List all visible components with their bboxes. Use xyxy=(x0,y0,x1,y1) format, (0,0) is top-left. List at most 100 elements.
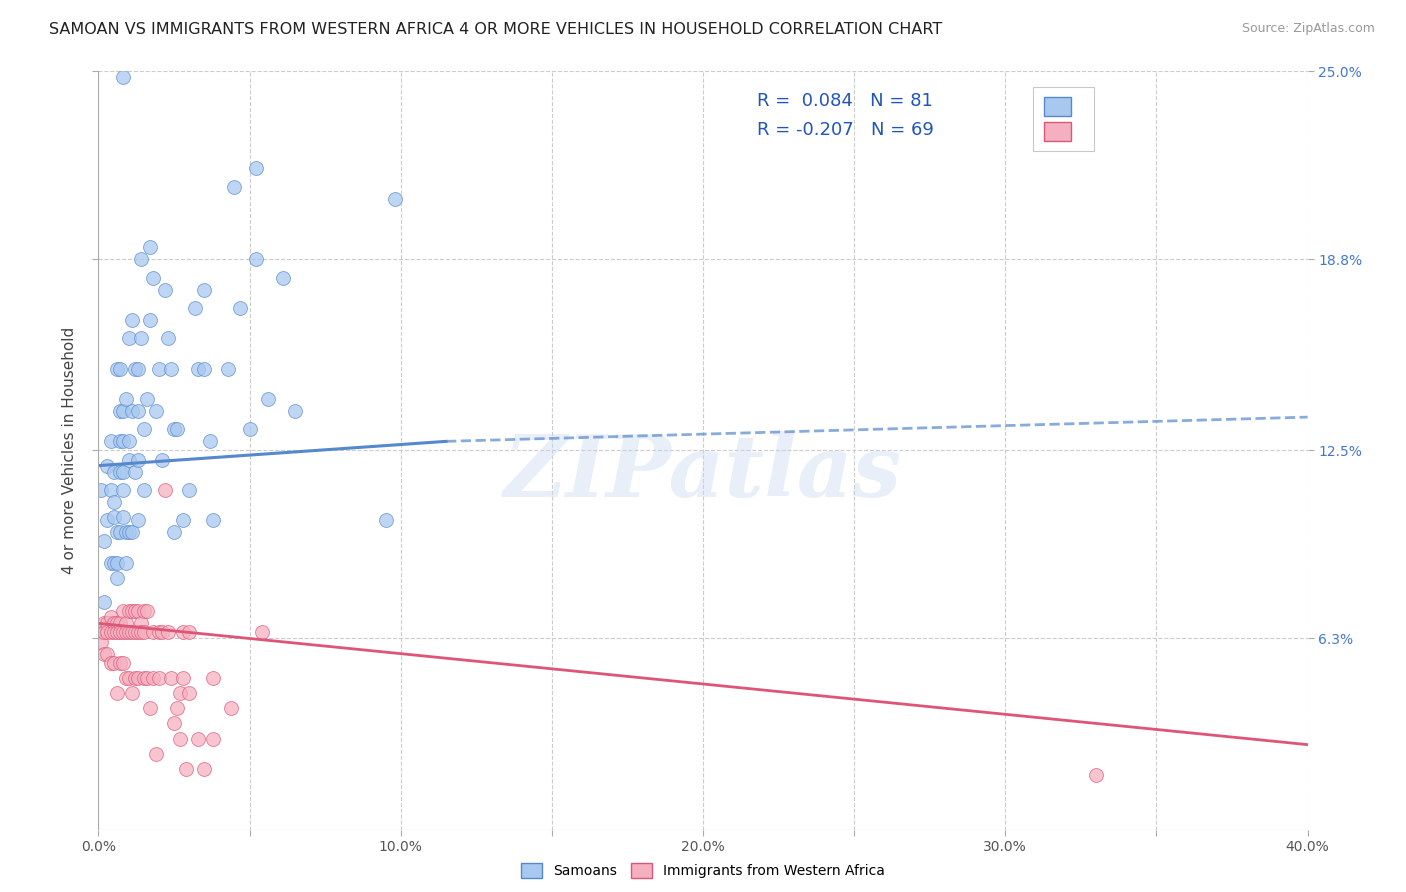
Point xyxy=(150,452,173,467)
Point xyxy=(96,513,118,527)
Point xyxy=(100,616,122,631)
Point xyxy=(103,510,125,524)
Point xyxy=(139,313,162,327)
Point xyxy=(166,422,188,436)
Point xyxy=(245,161,267,176)
Point xyxy=(100,483,122,497)
Point xyxy=(132,625,155,640)
Point xyxy=(93,647,115,661)
Point xyxy=(111,483,134,497)
Point xyxy=(108,656,131,670)
Point xyxy=(124,465,146,479)
Text: R =  0.084   N = 81: R = 0.084 N = 81 xyxy=(758,92,934,110)
Point xyxy=(121,625,143,640)
Point xyxy=(96,458,118,473)
Point xyxy=(135,671,157,685)
Point xyxy=(127,452,149,467)
Point xyxy=(148,625,170,640)
Point xyxy=(202,671,225,685)
Point xyxy=(124,671,146,685)
Point xyxy=(108,525,131,540)
Point xyxy=(108,404,131,418)
Point xyxy=(193,762,215,776)
Point xyxy=(111,656,134,670)
Point xyxy=(90,634,112,648)
Point xyxy=(179,483,201,497)
Point xyxy=(156,331,179,345)
Point xyxy=(163,716,186,731)
Point xyxy=(121,686,143,700)
Point xyxy=(160,671,183,685)
Point xyxy=(132,671,155,685)
Point xyxy=(105,361,128,376)
Point xyxy=(121,313,143,327)
Point xyxy=(384,192,406,206)
Point xyxy=(202,513,225,527)
Point xyxy=(193,361,215,376)
Point xyxy=(166,701,188,715)
Point xyxy=(132,422,155,436)
Point xyxy=(127,361,149,376)
Point xyxy=(127,513,149,527)
Point xyxy=(114,392,136,406)
Point xyxy=(124,604,146,618)
Point xyxy=(105,525,128,540)
Point xyxy=(163,525,186,540)
Point xyxy=(172,671,194,685)
Point xyxy=(103,616,125,631)
Point xyxy=(129,616,152,631)
Point xyxy=(90,483,112,497)
Text: Source: ZipAtlas.com: Source: ZipAtlas.com xyxy=(1241,22,1375,36)
Point xyxy=(250,625,273,640)
Point xyxy=(114,556,136,570)
Point xyxy=(108,625,131,640)
Point xyxy=(111,434,134,449)
Point xyxy=(163,422,186,436)
Point xyxy=(93,625,115,640)
Y-axis label: 4 or more Vehicles in Household: 4 or more Vehicles in Household xyxy=(62,326,77,574)
Point xyxy=(169,686,191,700)
Point xyxy=(108,434,131,449)
Point xyxy=(111,604,134,618)
Point xyxy=(374,513,396,527)
Point xyxy=(142,270,165,285)
Point xyxy=(111,625,134,640)
Point xyxy=(105,616,128,631)
Point xyxy=(145,747,167,761)
Point xyxy=(105,686,128,700)
Point xyxy=(127,404,149,418)
Point xyxy=(132,483,155,497)
Point xyxy=(124,625,146,640)
Point xyxy=(135,392,157,406)
Point xyxy=(90,625,112,640)
Point xyxy=(118,452,141,467)
Point xyxy=(127,604,149,618)
Point xyxy=(118,331,141,345)
Point xyxy=(114,671,136,685)
Point xyxy=(103,465,125,479)
Point xyxy=(108,616,131,631)
Point xyxy=(169,731,191,746)
Point xyxy=(239,422,262,436)
Point xyxy=(135,604,157,618)
Point xyxy=(217,361,239,376)
Point xyxy=(145,404,167,418)
Point xyxy=(148,361,170,376)
Point xyxy=(121,525,143,540)
Point xyxy=(114,616,136,631)
Point xyxy=(174,762,197,776)
Legend: Samoans, Immigrants from Western Africa: Samoans, Immigrants from Western Africa xyxy=(515,856,891,885)
Point xyxy=(1085,768,1108,782)
Point xyxy=(103,656,125,670)
Point xyxy=(111,70,134,85)
Point xyxy=(108,361,131,376)
Text: R = -0.207   N = 69: R = -0.207 N = 69 xyxy=(758,121,935,139)
Point xyxy=(105,556,128,570)
Point xyxy=(124,361,146,376)
Point xyxy=(193,283,215,297)
Point xyxy=(187,731,209,746)
Point xyxy=(105,571,128,585)
Point xyxy=(271,270,294,285)
Point xyxy=(111,404,134,418)
Point xyxy=(100,434,122,449)
